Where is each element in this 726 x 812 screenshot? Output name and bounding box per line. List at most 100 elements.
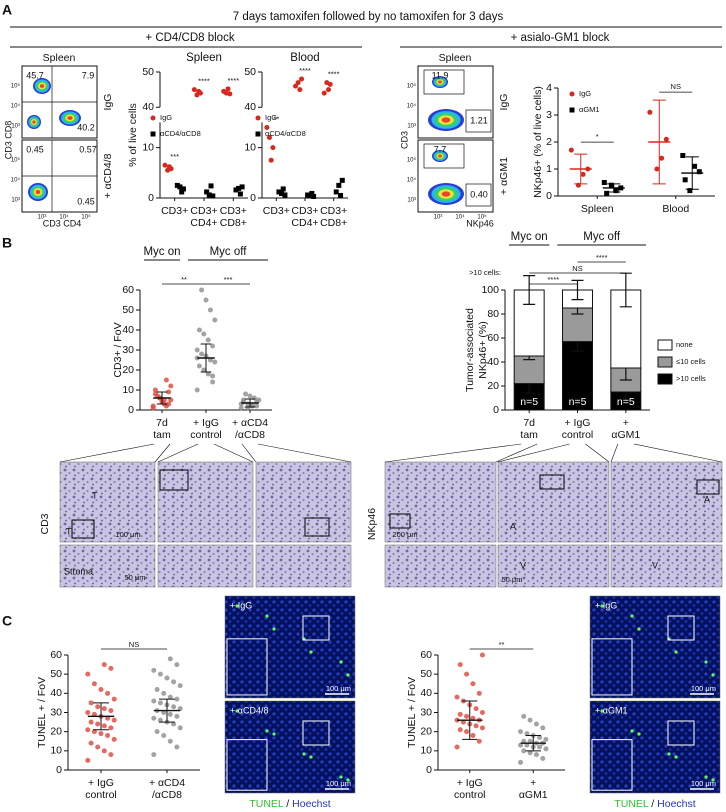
data-point (270, 145, 276, 151)
data-point (205, 337, 211, 343)
stain-name: Hoechst (657, 798, 696, 810)
data-point (321, 90, 327, 96)
data-point (171, 704, 177, 710)
y-tick-label: 10 (420, 745, 432, 757)
data-point (164, 675, 170, 681)
data-point (533, 752, 539, 758)
micrograph (497, 544, 610, 588)
y-tick-label: 0 (426, 764, 432, 776)
data-point (111, 736, 117, 742)
data-point (654, 166, 660, 172)
region-label: V (520, 560, 526, 570)
data-point (105, 733, 111, 738)
data-point (167, 711, 173, 717)
data-point (206, 192, 212, 198)
data-point (191, 87, 197, 93)
density-contour (438, 154, 442, 158)
data-point (157, 671, 163, 677)
scale-bar-label: 100 μm (691, 684, 716, 693)
group-header: Myc off (210, 246, 248, 258)
data-point (464, 729, 470, 735)
x-tick-label: + (530, 777, 536, 789)
gate-value: 45.7 (26, 70, 44, 80)
data-point (108, 725, 114, 731)
y-tick-label: 60 (487, 332, 499, 344)
data-point (293, 83, 299, 89)
condition-label: IgG (498, 94, 510, 111)
y-tick-label: 10 (142, 141, 154, 153)
micrograph (59, 544, 156, 588)
data-point (91, 681, 97, 687)
gate-value: 0.45 (26, 144, 44, 154)
bar-label: n=5 (617, 396, 635, 408)
data-point (210, 343, 216, 349)
data-point (266, 135, 272, 141)
tunel-spot (637, 732, 641, 736)
error-bar (652, 99, 666, 185)
axis-label: NKp46+ (%) (477, 321, 489, 378)
density-contour (67, 116, 73, 120)
panel-label: B (2, 235, 12, 251)
data-point (307, 192, 313, 198)
y-tick-label: 10⁴ (11, 177, 21, 184)
x-tick-label: 10⁵ (477, 214, 487, 221)
significance-label: **** (328, 70, 340, 79)
data-point (154, 687, 160, 692)
y-tick-label: 10⁴ (407, 177, 417, 184)
x-tick-label: 10⁴ (455, 214, 465, 221)
data-point (91, 729, 97, 735)
data-point (161, 690, 167, 696)
density-contour (441, 191, 451, 197)
x-tick-label: control (190, 429, 222, 441)
data-point (85, 757, 91, 763)
callout-line (59, 443, 155, 463)
data-point (212, 317, 218, 323)
stain-label: NKp46 (366, 508, 378, 540)
micrograph (589, 595, 721, 699)
legend-label: αCD4/αCD8 (265, 129, 306, 138)
data-point (682, 177, 688, 183)
data-point (457, 662, 463, 668)
y-tick-label: 0 (250, 192, 256, 204)
x-tick-label: CD3+ (190, 205, 217, 217)
y-tick-label: 50 (142, 66, 154, 78)
x-tick-label: control (562, 429, 594, 441)
data-point (464, 671, 470, 677)
data-point (194, 387, 200, 393)
micrograph (589, 700, 721, 794)
data-point (180, 186, 186, 192)
data-point (212, 359, 218, 365)
gate-value: 0.45 (77, 196, 95, 206)
y-tick-label: 50 (50, 668, 62, 680)
data-point (150, 131, 156, 137)
x-tick-label: + IgG (565, 417, 591, 429)
axis-label: TUNEL + / FoV (406, 677, 418, 748)
x-tick-label: tam (520, 429, 538, 441)
data-point (476, 738, 482, 744)
data-point (663, 136, 669, 142)
inset-box (302, 720, 330, 746)
data-point (210, 373, 216, 379)
y-tick-label: 10⁵ (11, 157, 21, 164)
data-point (247, 393, 253, 399)
legend-label: IgG (160, 113, 172, 122)
data-point (324, 80, 330, 86)
data-point (171, 721, 177, 727)
inset-box (302, 615, 330, 641)
group-header: Myc on (511, 231, 548, 243)
data-point (687, 188, 693, 194)
data-point (95, 704, 101, 710)
data-point (240, 397, 246, 403)
y-tick-label: 60 (420, 649, 432, 661)
region-label: T (66, 526, 72, 536)
y-tick-label: 10⁵ (407, 83, 417, 90)
data-point (194, 92, 200, 98)
x-tick-label: tam (153, 429, 171, 441)
data-point (101, 748, 107, 754)
data-point (154, 729, 160, 735)
data-point (457, 727, 463, 733)
x-tick-label: 7d (156, 417, 168, 429)
data-point (88, 719, 94, 725)
data-point (457, 711, 463, 717)
